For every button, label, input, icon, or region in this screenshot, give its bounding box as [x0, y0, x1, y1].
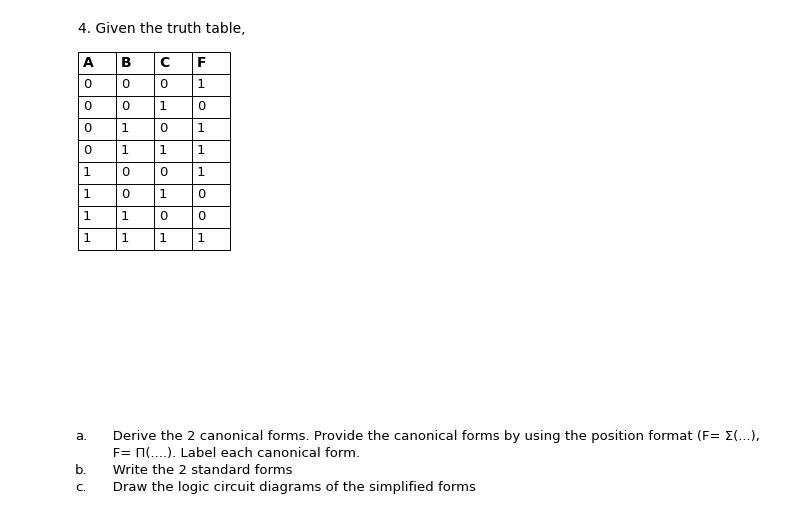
Text: 1: 1: [197, 123, 205, 136]
Text: Draw the logic circuit diagrams of the simplified forms: Draw the logic circuit diagrams of the s…: [100, 481, 476, 494]
Text: b.: b.: [75, 464, 87, 477]
Text: 1: 1: [197, 145, 205, 158]
Text: 0: 0: [83, 79, 91, 92]
Text: 1: 1: [159, 101, 168, 114]
Text: 1: 1: [83, 233, 91, 246]
Text: 1: 1: [121, 123, 129, 136]
Text: 0: 0: [159, 123, 168, 136]
Text: 0: 0: [159, 167, 168, 180]
Text: a.: a.: [75, 430, 87, 443]
Text: 1: 1: [159, 145, 168, 158]
Text: 1: 1: [159, 189, 168, 202]
Text: 1: 1: [159, 233, 168, 246]
Text: Derive the 2 canonical forms. Provide the canonical forms by using the position : Derive the 2 canonical forms. Provide th…: [100, 430, 759, 443]
Text: 0: 0: [197, 211, 205, 224]
Text: 1: 1: [121, 145, 129, 158]
Text: 0: 0: [121, 101, 129, 114]
Text: 0: 0: [159, 211, 168, 224]
Text: 1: 1: [197, 233, 205, 246]
Text: 0: 0: [159, 79, 168, 92]
Text: 0: 0: [121, 79, 129, 92]
Text: Write the 2 standard forms: Write the 2 standard forms: [100, 464, 293, 477]
Text: 1: 1: [83, 167, 91, 180]
Text: 1: 1: [121, 211, 129, 224]
Text: 1: 1: [83, 211, 91, 224]
Bar: [78, 52, 230, 250]
Text: 0: 0: [121, 189, 129, 202]
Text: B: B: [121, 56, 132, 70]
Text: c.: c.: [75, 481, 87, 494]
Text: 1: 1: [83, 189, 91, 202]
Text: 4. Given the truth table,: 4. Given the truth table,: [78, 22, 245, 36]
Text: 0: 0: [197, 189, 205, 202]
Text: 0: 0: [83, 101, 91, 114]
Text: 0: 0: [83, 145, 91, 158]
Text: 0: 0: [197, 101, 205, 114]
Text: F: F: [197, 56, 206, 70]
Text: F= Π(....). Label each canonical form.: F= Π(....). Label each canonical form.: [100, 447, 360, 460]
Text: 1: 1: [121, 233, 129, 246]
Text: C: C: [159, 56, 169, 70]
Text: 1: 1: [197, 167, 205, 180]
Text: A: A: [83, 56, 94, 70]
Text: 0: 0: [83, 123, 91, 136]
Text: 0: 0: [121, 167, 129, 180]
Text: 1: 1: [197, 79, 205, 92]
